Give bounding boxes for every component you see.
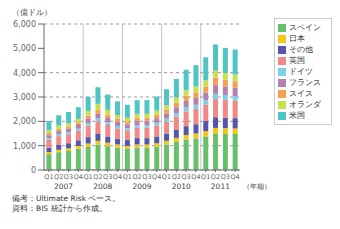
html-text:ドイツ: ドイツ (289, 67, 313, 76)
svg-text:Q3: Q3 (221, 173, 230, 181)
svg-text:Q4: Q4 (113, 173, 122, 181)
html-text:米国: 米国 (289, 111, 305, 120)
svg-text:Q1: Q1 (123, 173, 132, 181)
svg-text:Q1: Q1 (201, 173, 210, 181)
svg-text:Q2: Q2 (172, 173, 181, 181)
html-text:フランス: フランス (289, 78, 321, 87)
html-text:（億ドル）: （億ドル） (12, 8, 52, 17)
html-text:資料：BIS 統計から作成。: 資料：BIS 統計から作成。 (12, 204, 107, 213)
svg-text:6,000: 6,000 (13, 20, 36, 29)
svg-text:Q2: Q2 (93, 173, 102, 181)
html-text:スペイン: スペイン (289, 23, 321, 32)
svg-text:2009: 2009 (132, 182, 151, 191)
svg-text:Q1: Q1 (83, 173, 92, 181)
svg-text:Q2: Q2 (54, 173, 63, 181)
svg-text:1,000: 1,000 (13, 142, 36, 151)
svg-text:Q3: Q3 (181, 173, 190, 181)
svg-text:2010: 2010 (172, 182, 191, 191)
svg-text:Q4: Q4 (74, 173, 83, 181)
svg-text:Q3: Q3 (142, 173, 151, 181)
svg-text:2008: 2008 (93, 182, 112, 191)
html-text:英国: 英国 (289, 56, 305, 65)
svg-text:（年期）: （年期） (243, 183, 271, 191)
svg-text:5,000: 5,000 (13, 44, 36, 53)
svg-text:Q3: Q3 (103, 173, 112, 181)
html-text:備考：Ultimate Risk ベース。: 備考：Ultimate Risk ベース。 (12, 194, 121, 203)
svg-text:Q4: Q4 (191, 173, 200, 181)
svg-text:Q1: Q1 (44, 173, 53, 181)
svg-text:0: 0 (31, 166, 36, 175)
html-text:スイス: スイス (289, 89, 313, 98)
svg-text:Q3: Q3 (64, 173, 73, 181)
svg-text:Q4: Q4 (230, 173, 239, 181)
svg-text:2011: 2011 (211, 182, 230, 191)
svg-text:Q2: Q2 (211, 173, 220, 181)
svg-text:Q1: Q1 (162, 173, 171, 181)
html-text:その他: その他 (289, 45, 313, 54)
svg-text:2,000: 2,000 (13, 117, 36, 126)
html-text:オランダ: オランダ (289, 100, 321, 109)
svg-text:Q2: Q2 (132, 173, 141, 181)
svg-text:Q4: Q4 (152, 173, 161, 181)
svg-text:2007: 2007 (54, 182, 73, 191)
svg-text:3,000: 3,000 (13, 93, 36, 102)
html-text:日本: 日本 (289, 34, 305, 43)
svg-text:4,000: 4,000 (13, 69, 36, 78)
